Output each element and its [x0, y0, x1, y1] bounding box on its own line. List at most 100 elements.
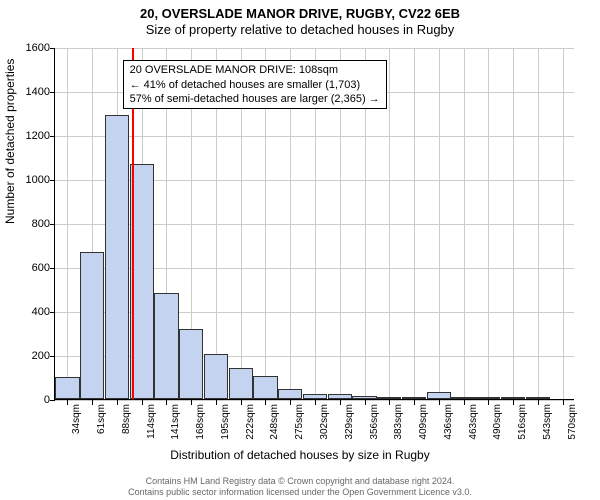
gridline-v	[414, 48, 415, 399]
xtick-mark	[538, 400, 539, 405]
histogram-bar	[80, 252, 104, 399]
xtick-mark	[67, 400, 68, 405]
chart-title-block: 20, OVERSLADE MANOR DRIVE, RUGBY, CV22 6…	[0, 0, 600, 39]
footer-line-2: Contains public sector information licen…	[0, 487, 600, 498]
ytick-label: 400	[10, 306, 50, 318]
xtick-mark	[142, 400, 143, 405]
xtick-label: 570sqm	[567, 404, 578, 440]
xtick-mark	[389, 400, 390, 405]
ytick-mark	[50, 92, 55, 93]
xtick-mark	[414, 400, 415, 405]
histogram-bar	[526, 397, 550, 399]
gridline-v	[439, 48, 440, 399]
histogram-bar	[105, 115, 129, 399]
histogram-bar	[229, 368, 253, 399]
histogram-bar	[55, 377, 79, 399]
xtick-label: 275sqm	[294, 404, 305, 440]
xtick-mark	[265, 400, 266, 405]
histogram-bar	[303, 394, 327, 400]
xtick-mark	[216, 400, 217, 405]
footer-attribution: Contains HM Land Registry data © Crown c…	[0, 476, 600, 498]
xtick-mark	[464, 400, 465, 405]
ytick-mark	[50, 400, 55, 401]
gridline-v	[513, 48, 514, 399]
annotation-line: 57% of semi-detached houses are larger (…	[130, 92, 380, 106]
xtick-label: 516sqm	[517, 404, 528, 440]
xtick-label: 61sqm	[96, 404, 107, 434]
xtick-label: 195sqm	[220, 404, 231, 440]
x-axis-label: Distribution of detached houses by size …	[0, 448, 600, 462]
histogram-bar	[451, 397, 475, 399]
histogram-bar	[501, 397, 525, 399]
xtick-mark	[365, 400, 366, 405]
gridline-v	[563, 48, 564, 399]
histogram-bar	[328, 394, 352, 400]
histogram-bar	[204, 354, 228, 399]
ytick-label: 800	[10, 218, 50, 230]
xtick-label: 490sqm	[492, 404, 503, 440]
xtick-label: 543sqm	[542, 404, 553, 440]
xtick-mark	[166, 400, 167, 405]
plot-region: 34sqm61sqm88sqm114sqm141sqm168sqm195sqm2…	[54, 48, 574, 400]
xtick-label: 409sqm	[418, 404, 429, 440]
histogram-bar	[253, 376, 277, 399]
histogram-bar	[402, 397, 426, 399]
xtick-mark	[340, 400, 341, 405]
xtick-label: 302sqm	[319, 404, 330, 440]
ytick-mark	[50, 136, 55, 137]
gridline-v	[538, 48, 539, 399]
xtick-label: 356sqm	[369, 404, 380, 440]
xtick-mark	[290, 400, 291, 405]
xtick-mark	[92, 400, 93, 405]
xtick-mark	[488, 400, 489, 405]
xtick-label: 383sqm	[393, 404, 404, 440]
xtick-mark	[117, 400, 118, 405]
ytick-mark	[50, 180, 55, 181]
ytick-label: 1000	[10, 174, 50, 186]
address-title: 20, OVERSLADE MANOR DRIVE, RUGBY, CV22 6…	[0, 6, 600, 22]
xtick-label: 248sqm	[269, 404, 280, 440]
annotation-line: 20 OVERSLADE MANOR DRIVE: 108sqm	[130, 63, 380, 77]
footer-line-1: Contains HM Land Registry data © Crown c…	[0, 476, 600, 487]
histogram-bar	[476, 397, 500, 399]
histogram-bar	[179, 329, 203, 399]
xtick-mark	[241, 400, 242, 405]
gridline-v	[464, 48, 465, 399]
gridline-v	[67, 48, 68, 399]
histogram-bar	[352, 396, 376, 399]
xtick-label: 168sqm	[195, 404, 206, 440]
ytick-mark	[50, 224, 55, 225]
histogram-bar	[427, 392, 451, 399]
xtick-label: 34sqm	[71, 404, 82, 434]
ytick-label: 1200	[10, 130, 50, 142]
xtick-label: 141sqm	[170, 404, 181, 440]
ytick-mark	[50, 268, 55, 269]
xtick-label: 436sqm	[443, 404, 454, 440]
xtick-label: 463sqm	[468, 404, 479, 440]
histogram-bar	[377, 397, 401, 399]
ytick-label: 200	[10, 350, 50, 362]
ytick-label: 1600	[10, 42, 50, 54]
xtick-label: 88sqm	[121, 404, 132, 434]
ytick-mark	[50, 48, 55, 49]
xtick-label: 222sqm	[245, 404, 256, 440]
xtick-mark	[315, 400, 316, 405]
xtick-mark	[439, 400, 440, 405]
gridline-v	[389, 48, 390, 399]
annotation-box: 20 OVERSLADE MANOR DRIVE: 108sqm← 41% of…	[123, 60, 387, 109]
ytick-label: 1400	[10, 86, 50, 98]
histogram-bar	[154, 293, 178, 399]
histogram-bar	[278, 389, 302, 399]
ytick-label: 600	[10, 262, 50, 274]
subtitle: Size of property relative to detached ho…	[0, 22, 600, 38]
chart-area: 34sqm61sqm88sqm114sqm141sqm168sqm195sqm2…	[54, 48, 574, 400]
ytick-mark	[50, 356, 55, 357]
ytick-label: 0	[10, 394, 50, 406]
xtick-label: 114sqm	[146, 404, 157, 439]
xtick-mark	[563, 400, 564, 405]
ytick-mark	[50, 312, 55, 313]
xtick-mark	[513, 400, 514, 405]
annotation-line: ← 41% of detached houses are smaller (1,…	[130, 78, 380, 92]
xtick-mark	[191, 400, 192, 405]
xtick-label: 329sqm	[344, 404, 355, 440]
